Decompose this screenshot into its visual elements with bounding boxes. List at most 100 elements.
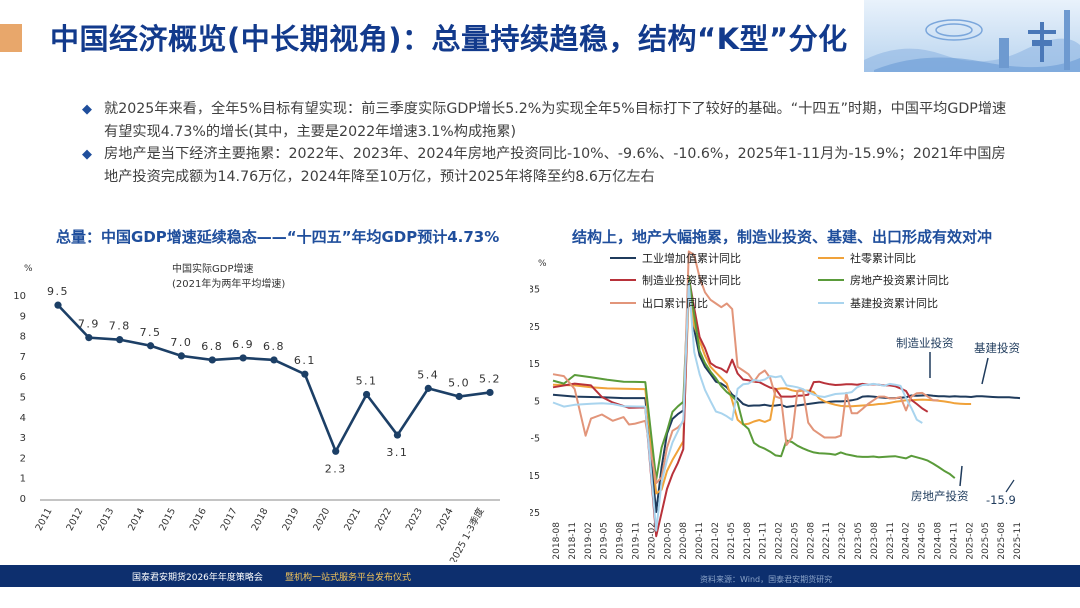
x-tick-label: 2019-02 xyxy=(584,522,594,560)
footer-event-name: 国泰君安期货2026年年度策略会 xyxy=(132,573,263,583)
y-tick-label: 15 xyxy=(530,359,540,370)
diamond-icon: ◆ xyxy=(82,147,92,162)
annotation-label: 房地产投资 xyxy=(911,489,969,503)
left-panel-title: 总量：中国GDP增速延续稳态——“十四五”年均GDP预计4.73% xyxy=(56,228,500,246)
y-tick-label: 6 xyxy=(20,372,26,383)
x-tick-label: 2023-02 xyxy=(838,522,848,560)
x-tick-label: 2020-05 xyxy=(663,522,673,560)
data-point xyxy=(393,431,402,439)
data-point xyxy=(455,392,463,401)
x-tick-label: 2016 xyxy=(188,506,209,533)
y-tick-label: 2 xyxy=(20,453,26,464)
y-tick-label: -5 xyxy=(531,434,540,445)
data-label: 5.1 xyxy=(356,374,378,387)
data-label: 6.8 xyxy=(263,340,285,353)
y-tick-label: 5 xyxy=(20,393,26,404)
x-tick-label: 2012 xyxy=(64,506,85,533)
series-line xyxy=(552,291,972,495)
x-tick-label: 2024-05 xyxy=(918,522,928,560)
title-accent-bar xyxy=(0,24,22,52)
bullet-item-2: ◆ 房地产是当下经济主要拖累：2022年、2023年、2024年房地产投资同比-… xyxy=(80,143,1010,188)
x-tick-label: 2020-02 xyxy=(647,522,657,560)
y-tick-label: 4 xyxy=(20,413,26,424)
data-point xyxy=(177,352,186,360)
data-point xyxy=(116,336,124,344)
x-tick-label: 2020-11 xyxy=(695,522,705,560)
y-tick-label: 9 xyxy=(20,311,26,322)
data-label: 2.3 xyxy=(325,462,347,475)
footer-event-subtitle: 暨机构一站式服务平台发布仪式 xyxy=(285,573,412,583)
annotation-label: 制造业投资 xyxy=(896,336,954,350)
x-tick-label: 2023-08 xyxy=(870,522,880,560)
data-point xyxy=(486,388,494,397)
right-panel-title: 结构上，地产大幅拖累，制造业投资、基建、出口形成有效对冲 xyxy=(572,228,993,246)
x-tick-label: 2023-11 xyxy=(886,522,896,560)
bullet-list: ◆ 就2025年来看，全年5%目标有望实现：前三季度实际GDP增长5.2%为实现… xyxy=(80,98,1010,188)
annotation-arrow xyxy=(981,357,989,385)
data-point xyxy=(54,301,62,309)
x-tick-label: 2021 xyxy=(342,506,363,533)
x-tick-label: 2018-08 xyxy=(552,522,562,560)
data-label: 5.0 xyxy=(448,377,470,390)
x-tick-label: 2022-02 xyxy=(775,522,785,560)
y-tick-label: 5 xyxy=(534,396,540,407)
data-label: 5.2 xyxy=(479,372,501,385)
y-tick-label: 3 xyxy=(20,433,26,444)
legend-label: 房地产投资累计同比 xyxy=(850,273,949,287)
y-axis-unit: % xyxy=(538,259,547,269)
y-tick-label: -25 xyxy=(530,508,540,519)
x-tick-label: 2018-11 xyxy=(568,522,578,560)
x-tick-label: 2025-11 xyxy=(1013,522,1023,560)
x-tick-label: 2018 xyxy=(250,506,271,533)
data-label: 7.9 xyxy=(78,318,100,331)
y-tick-label: 25 xyxy=(530,322,540,333)
series-line xyxy=(552,276,929,538)
y-axis-unit: % xyxy=(24,264,33,274)
gdp-growth-chart: 中国实际GDP增速 (2021年为两年平均增速)% 0 1 2 3 4 5 6 7 8 9 10 2011… xyxy=(13,262,501,562)
y-tick-label: 10 xyxy=(13,291,26,302)
x-tick-label: 2019-05 xyxy=(600,522,610,560)
annotation-arrow xyxy=(1005,479,1015,493)
x-tick-label: 2019-11 xyxy=(631,522,641,560)
bullet-text-2: 房地产是当下经济主要拖累：2022年、2023年、2024年房地产投资同比-10… xyxy=(104,146,1006,185)
header-decoration xyxy=(864,0,1080,72)
structure-chart: % -25 -15 -5 5 15 25 35 2018-08 2018-11 2019-02 201… xyxy=(530,250,1023,560)
y-tick-label: 0 xyxy=(20,494,26,505)
page-title: 中国经济概览(中长期视角)：总量持续趋稳，结构“K型”分化 xyxy=(50,22,848,56)
x-tick-label: 2024-02 xyxy=(902,522,912,560)
annotation-label: -15.9 xyxy=(986,493,1016,507)
y-tick-label: 8 xyxy=(20,332,26,343)
x-tick-label: 2020-08 xyxy=(679,522,689,560)
bullet-item-1: ◆ 就2025年来看，全年5%目标有望实现：前三季度实际GDP增长5.2%为实现… xyxy=(80,98,1010,143)
chart-title: 中国实际GDP增速 xyxy=(172,262,253,275)
x-tick-label: 2013 xyxy=(95,506,116,533)
annotation-arrow xyxy=(959,465,963,487)
data-label: 5.4 xyxy=(417,368,439,381)
x-tick-label: 2024-11 xyxy=(949,522,959,560)
y-tick-label: 1 xyxy=(20,474,26,485)
data-label: 6.8 xyxy=(201,340,223,353)
series-line xyxy=(552,281,923,532)
x-tick-label: 2019 xyxy=(280,506,301,533)
x-tick-label: 2015 xyxy=(157,506,178,533)
data-label: 9.5 xyxy=(47,285,69,298)
y-tick-label: 7 xyxy=(20,352,26,363)
data-point xyxy=(301,370,309,378)
data-point xyxy=(208,356,216,364)
data-label: 3.1 xyxy=(386,446,408,459)
legend-label: 基建投资累计同比 xyxy=(850,296,938,310)
chart-subtitle: (2021年为两年平均增速) xyxy=(172,277,285,290)
series-line xyxy=(552,287,1021,513)
x-tick-label: 2022 xyxy=(373,506,394,533)
x-tick-label: 2022-05 xyxy=(790,522,800,560)
legend-label: 工业增加值累计同比 xyxy=(642,251,741,265)
x-tick-label: 2022-08 xyxy=(806,522,816,560)
x-tick-label: 2011 xyxy=(34,506,55,533)
x-tick-label: 2019-08 xyxy=(616,522,626,560)
data-point xyxy=(146,342,155,350)
data-point xyxy=(332,447,340,455)
data-point xyxy=(270,356,278,364)
x-tick-label: 2025-05 xyxy=(981,522,991,560)
x-tick-label: 2021-05 xyxy=(727,522,737,560)
x-tick-label: 2022-11 xyxy=(822,522,832,560)
